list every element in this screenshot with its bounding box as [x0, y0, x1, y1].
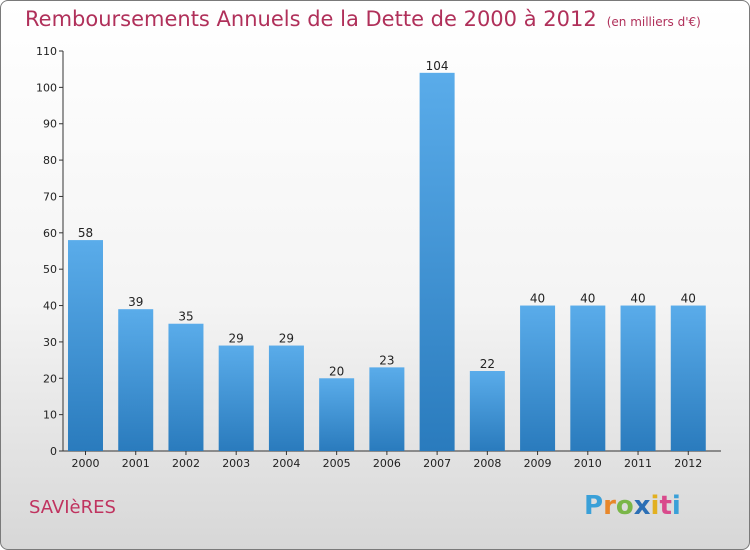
y-tick-label: 30	[43, 336, 57, 349]
location-label: SAVIèRES	[29, 497, 116, 518]
bar-value-label: 40	[630, 292, 645, 306]
axes: 0 10 20 30 40 50 60 70 80 90 100 110 2000 2001 2002 200…	[36, 45, 721, 470]
logo-letter: r	[603, 491, 616, 521]
bar	[268, 345, 304, 451]
x-tick-label: 2008	[473, 457, 501, 470]
logo-letter: i	[650, 491, 660, 521]
logo-letter: o	[615, 491, 634, 521]
bar	[520, 305, 556, 451]
bar-value-label: 29	[229, 332, 244, 346]
x-tick-label: 2002	[172, 457, 200, 470]
bar	[68, 240, 103, 451]
bar	[469, 371, 505, 451]
chart-title-text: Remboursements Annuels de la Dette de 20…	[25, 7, 597, 31]
bar	[118, 309, 154, 451]
x-tick-label: 2011	[624, 457, 652, 470]
chart-title: Remboursements Annuels de la Dette de 20…	[25, 7, 701, 31]
x-tick-label: 2000	[72, 457, 100, 470]
bar-value-label: 39	[128, 295, 143, 309]
bar-value-label: 23	[379, 353, 394, 367]
x-tick-label: 2004	[272, 457, 300, 470]
bar-value-label: 29	[279, 332, 294, 346]
y-tick-label: 0	[50, 445, 57, 458]
x-tick-label: 2007	[423, 457, 451, 470]
x-tick-label: 2005	[323, 457, 351, 470]
x-tick-label: 2003	[222, 457, 250, 470]
x-tick-label: 2012	[674, 457, 702, 470]
x-tick-label: 2006	[373, 457, 401, 470]
x-tick-label: 2010	[574, 457, 602, 470]
y-tick-label: 70	[43, 190, 57, 203]
bar	[620, 305, 656, 451]
bar-value-label: 40	[530, 292, 545, 306]
y-tick-label: 110	[36, 45, 57, 58]
x-tick-label: 2009	[524, 457, 552, 470]
bar-value-label: 104	[426, 59, 449, 73]
bar	[419, 72, 455, 452]
y-tick-label: 10	[43, 409, 57, 422]
y-tick-label: 90	[43, 118, 57, 131]
bar	[319, 378, 355, 451]
bar	[218, 345, 254, 451]
bar-value-label: 40	[681, 292, 696, 306]
bar-value-label: 58	[78, 226, 93, 240]
bar-value-label: 22	[480, 357, 495, 371]
y-tick-label: 80	[43, 154, 57, 167]
bar	[670, 305, 706, 451]
proxiti-logo[interactable]: Proxiti	[584, 491, 681, 521]
bars: 58 39 35 29 29 20 23 104 22 40 40 40 40	[68, 59, 706, 452]
bar	[168, 323, 204, 451]
y-tick-label: 20	[43, 372, 57, 385]
bar-value-label: 35	[178, 310, 193, 324]
logo-letter: P	[584, 491, 604, 521]
bar	[369, 367, 405, 451]
y-tick-label: 60	[43, 227, 57, 240]
y-tick-label: 40	[43, 300, 57, 313]
logo-letter: i	[671, 491, 681, 521]
y-tick-label: 50	[43, 263, 57, 276]
bar-value-label: 40	[580, 292, 595, 306]
logo-letter: t	[659, 491, 672, 521]
y-tick-label: 100	[36, 81, 57, 94]
bar-value-label: 20	[329, 364, 344, 378]
bar	[570, 305, 606, 451]
x-tick-label: 2001	[122, 457, 150, 470]
logo-letter: x	[633, 491, 651, 521]
chart-subtitle: (en milliers d'€)	[606, 15, 701, 29]
